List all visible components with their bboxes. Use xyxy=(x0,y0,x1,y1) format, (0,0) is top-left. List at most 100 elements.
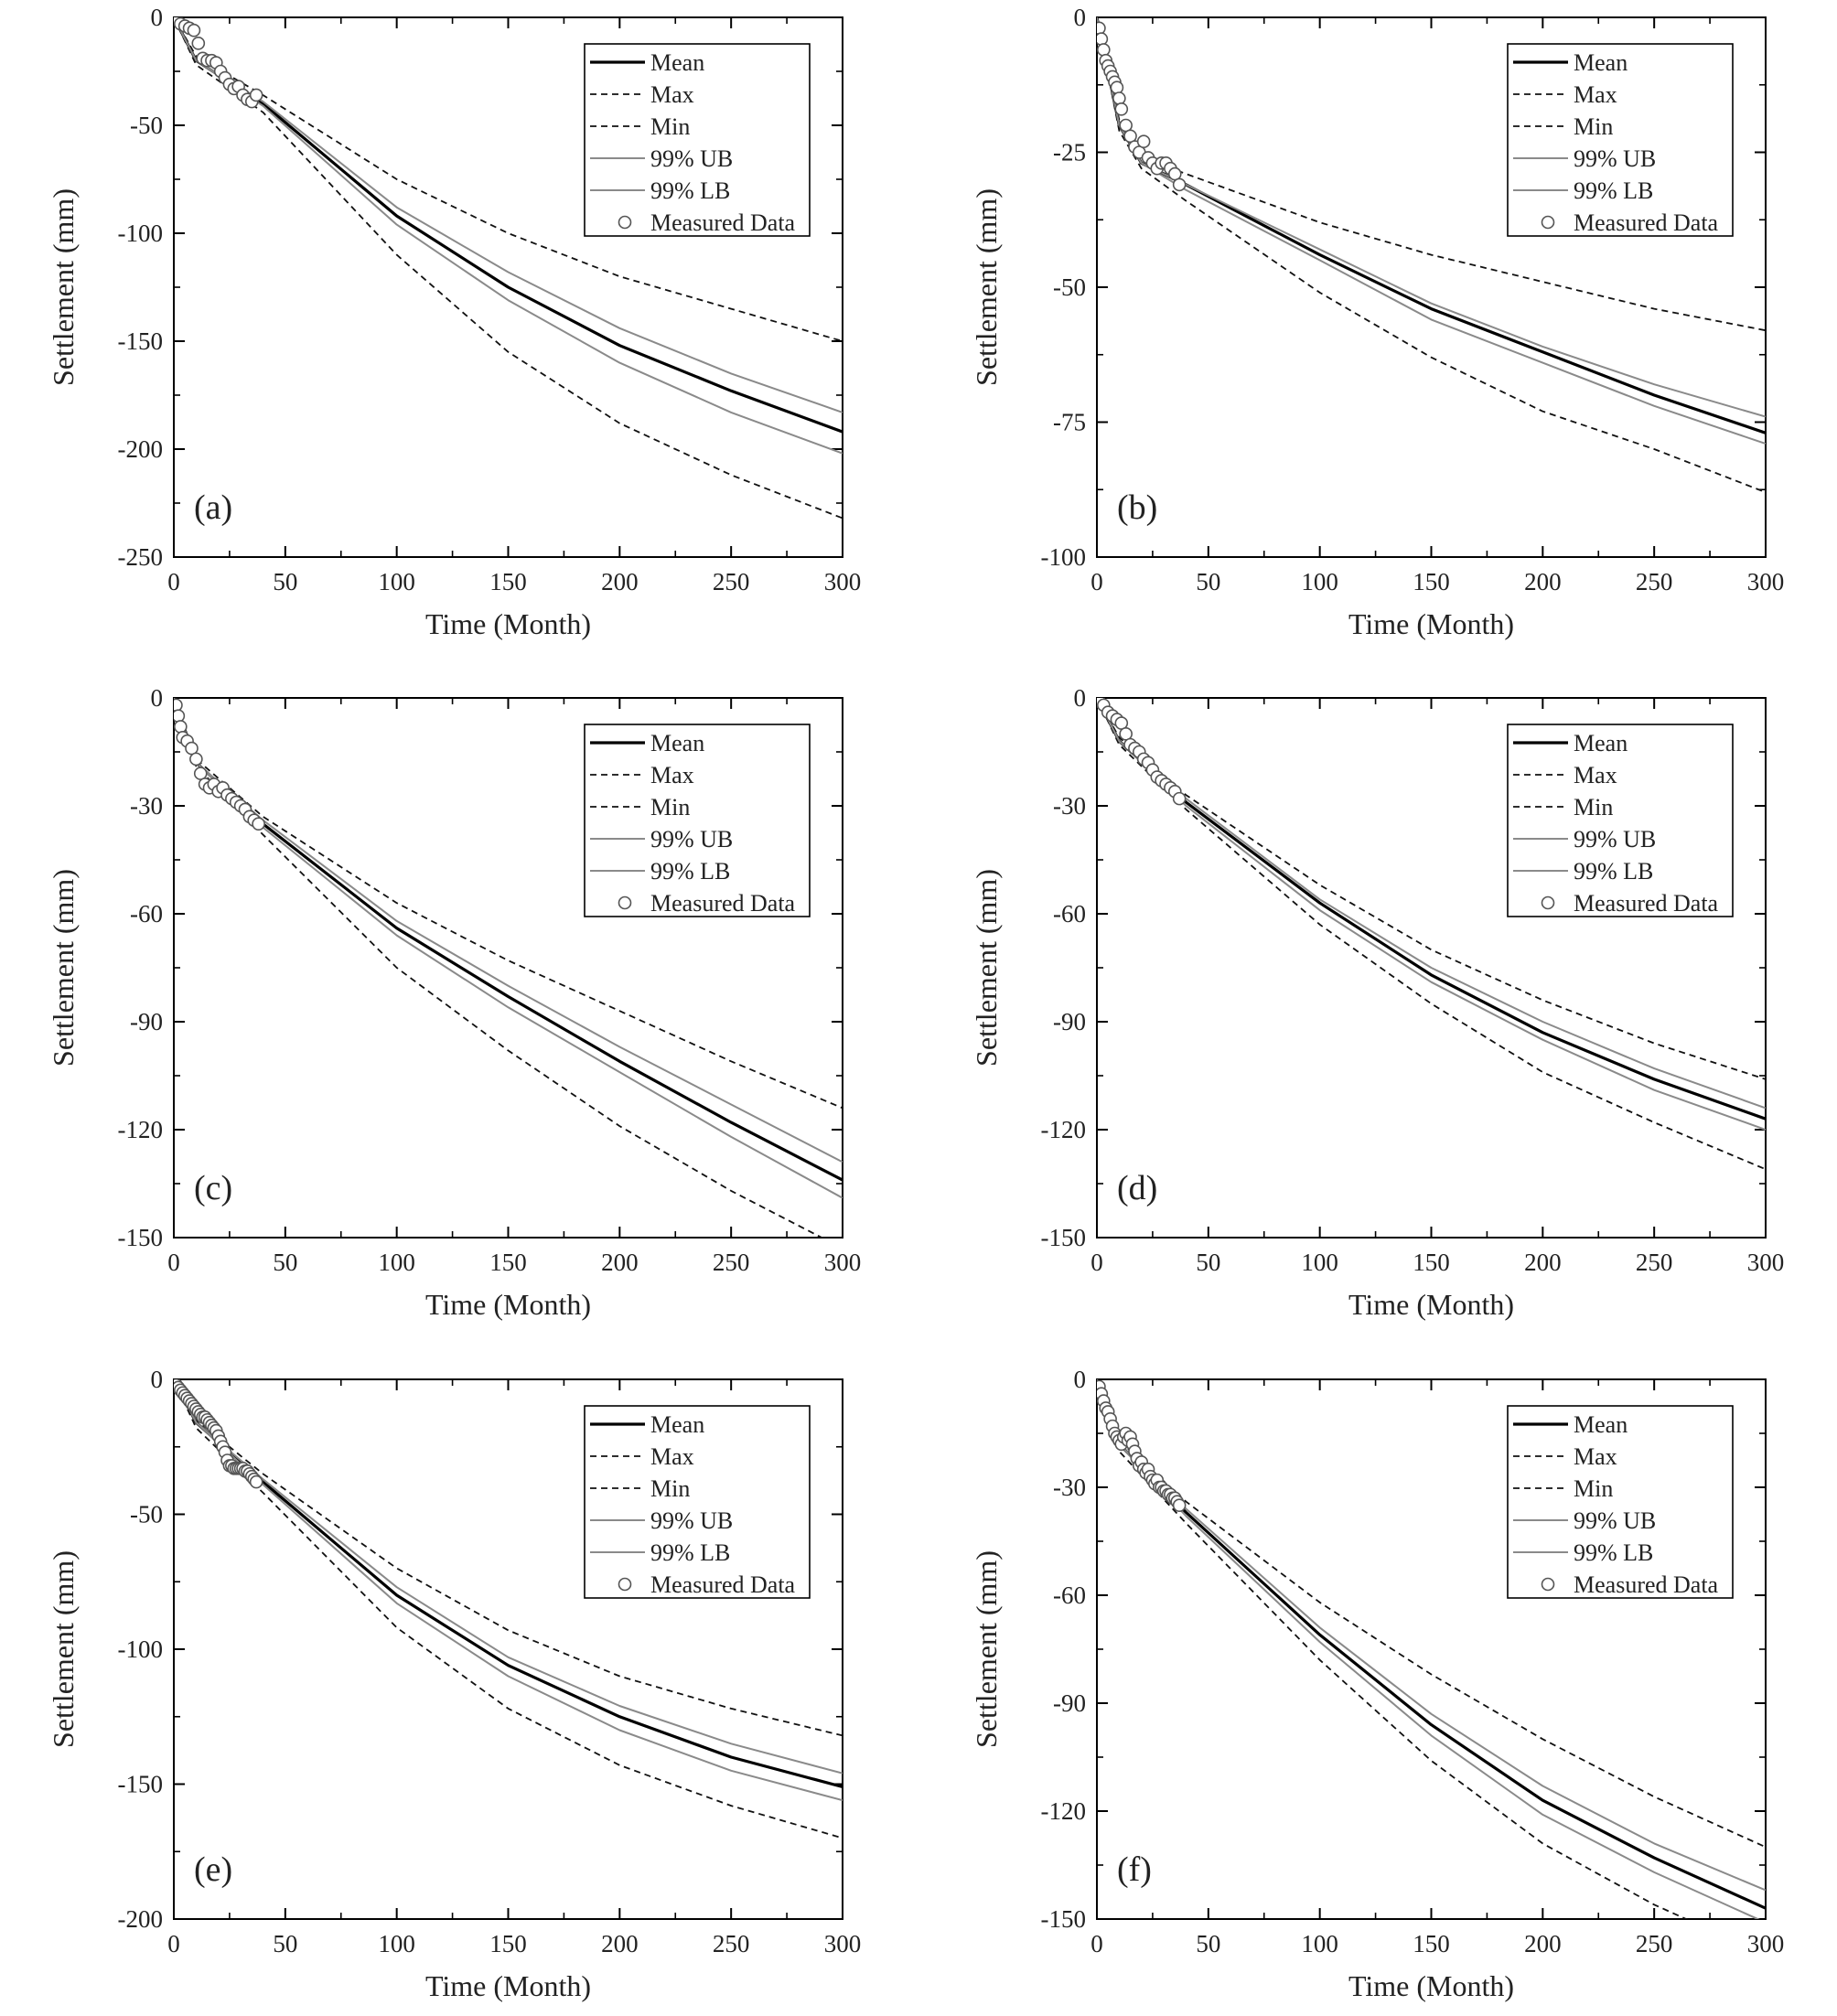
legend: Mean Max Min 99% UB 99% LB Measured Data xyxy=(584,1405,811,1599)
legend-box xyxy=(1507,43,1734,237)
measured-data-point xyxy=(1097,32,1109,46)
y-tick-label: -100 xyxy=(118,220,164,247)
measured-data-point xyxy=(1097,21,1106,36)
measured-data-point xyxy=(174,720,188,734)
measured-data-point xyxy=(249,88,263,102)
legend-box xyxy=(584,43,811,237)
series-line-max xyxy=(174,698,843,1110)
x-tick-label: 50 xyxy=(273,568,297,595)
panel-label: (b) xyxy=(1117,488,1157,527)
x-tick-label: 50 xyxy=(273,1930,297,1957)
legend-label: Max xyxy=(1574,81,1617,108)
legend-label: Mean xyxy=(1574,1411,1628,1438)
x-tick-label: 300 xyxy=(1747,568,1785,595)
series-line-min xyxy=(174,17,843,520)
y-tick-label: -90 xyxy=(1053,1008,1086,1035)
series-line-min xyxy=(1097,17,1766,494)
legend-label: Max xyxy=(1574,762,1617,788)
x-tick-label: 100 xyxy=(378,1930,415,1957)
x-tick-label: 300 xyxy=(1747,1249,1785,1276)
legend-label: 99% LB xyxy=(650,858,730,885)
legend-marker xyxy=(1541,895,1555,910)
measured-data-point xyxy=(1172,1498,1187,1512)
x-tick-label: 100 xyxy=(378,1249,415,1276)
x-tick-label: 200 xyxy=(601,1930,639,1957)
y-tick-label: 0 xyxy=(151,684,164,712)
legend-label: 99% LB xyxy=(1574,858,1653,885)
x-tick-label: 100 xyxy=(1301,1249,1338,1276)
x-tick-label: 150 xyxy=(1413,568,1450,595)
y-tick-label: -60 xyxy=(1053,1582,1086,1609)
legend-label: 99% UB xyxy=(650,826,733,853)
legend-label: 99% LB xyxy=(1574,1539,1653,1566)
y-tick-label: -200 xyxy=(118,1905,164,1933)
legend-label: Min xyxy=(650,113,690,140)
legend-label: Mean xyxy=(650,1411,704,1438)
legend-label: 99% UB xyxy=(1574,145,1656,172)
series-line-min xyxy=(1097,1379,1689,1919)
y-tick-label: -120 xyxy=(118,1116,164,1143)
chart-panel-b: 0 50 100 150 200 250 300 0 -25 -50 -75 -100 Time (Mo… xyxy=(970,4,1784,640)
chart-panel-f: 0 50 100 150 200 250 300 0 -30 -60 -90 -120 -150 Time… xyxy=(970,1366,1784,2002)
y-tick-label: -150 xyxy=(1041,1224,1087,1251)
legend-label: 99% LB xyxy=(1574,177,1653,204)
legend-marker xyxy=(618,215,632,230)
legend-label: Mean xyxy=(1574,730,1628,756)
chart-panel-e: 0 50 100 150 200 250 300 0 -50 -100 -150 -200 Time (… xyxy=(47,1366,861,2002)
legend: Mean Max Min 99% UB 99% LB Measured Data xyxy=(584,43,811,237)
legend-marker xyxy=(618,1577,632,1592)
x-tick-label: 50 xyxy=(1196,1930,1220,1957)
series-line-min xyxy=(174,698,824,1238)
legend-box xyxy=(1507,724,1734,917)
x-axis-title: Time (Month) xyxy=(425,1969,591,2002)
series-line-99-lb xyxy=(174,1379,843,1802)
x-axis-title: Time (Month) xyxy=(1348,607,1514,640)
x-axis-title: Time (Month) xyxy=(1348,1288,1514,1321)
y-tick-label: -150 xyxy=(118,1224,164,1251)
chart-panel-c: 0 50 100 150 200 250 300 0 -30 -60 -90 -120 -150 Time… xyxy=(47,684,861,1321)
y-tick-label: -100 xyxy=(118,1635,164,1663)
measured-data-point xyxy=(191,37,206,50)
y-tick-label: -90 xyxy=(130,1008,163,1035)
series-line-99-lb xyxy=(174,698,843,1199)
y-axis-title: Settlement (mm) xyxy=(47,188,80,386)
x-tick-label: 150 xyxy=(489,568,527,595)
legend: Mean Max Min 99% UB 99% LB Measured Data xyxy=(1507,1405,1734,1599)
x-tick-label: 300 xyxy=(824,1930,862,1957)
legend-marker xyxy=(1541,1577,1555,1592)
legend-label: Max xyxy=(650,1443,694,1470)
x-tick-label: 50 xyxy=(1196,1249,1220,1276)
measured-data-point xyxy=(174,698,183,713)
y-axis-title: Settlement (mm) xyxy=(47,1550,80,1748)
series-line-min xyxy=(174,1379,843,1839)
x-tick-label: 250 xyxy=(713,1249,750,1276)
x-axis-title: Time (Month) xyxy=(425,1288,591,1321)
measured-data-point xyxy=(1172,791,1187,806)
x-tick-label: 0 xyxy=(1090,568,1103,595)
measured-data-point xyxy=(174,709,186,723)
x-tick-label: 100 xyxy=(1301,568,1338,595)
legend-label: 99% UB xyxy=(650,1507,733,1534)
measured-data-point xyxy=(1112,91,1126,105)
y-axis-title: Settlement (mm) xyxy=(970,1550,1003,1748)
y-tick-label: -150 xyxy=(1041,1905,1087,1933)
x-tick-label: 200 xyxy=(1524,1249,1562,1276)
y-tick-label: -25 xyxy=(1053,139,1086,166)
plot-area xyxy=(1097,698,1766,1171)
x-tick-label: 0 xyxy=(167,1249,180,1276)
x-tick-label: 0 xyxy=(1090,1249,1103,1276)
y-tick-label: -75 xyxy=(1053,409,1086,436)
y-tick-label: -150 xyxy=(118,327,164,355)
legend-label: Min xyxy=(1574,1475,1613,1502)
x-tick-label: 100 xyxy=(378,568,415,595)
y-tick-label: -250 xyxy=(118,543,164,571)
x-tick-label: 200 xyxy=(601,1249,639,1276)
x-tick-label: 250 xyxy=(1636,568,1673,595)
plot-area xyxy=(1097,17,1766,494)
x-tick-label: 0 xyxy=(167,1930,180,1957)
y-tick-label: -60 xyxy=(130,900,163,928)
y-tick-label: -50 xyxy=(1053,273,1086,301)
y-tick-label: 0 xyxy=(1074,684,1087,712)
measured-data-point xyxy=(189,752,203,767)
